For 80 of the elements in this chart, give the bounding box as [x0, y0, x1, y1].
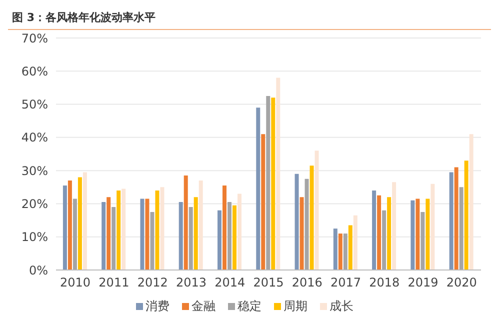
- bar: [160, 187, 164, 270]
- bar: [338, 234, 342, 270]
- x-tick-label: 2020: [446, 276, 477, 290]
- y-tick-label: 10%: [21, 230, 48, 244]
- bar: [145, 198, 150, 270]
- bar: [122, 188, 126, 270]
- bar: [353, 215, 358, 270]
- bar: [420, 212, 425, 270]
- bar: [218, 210, 222, 270]
- bar: [266, 96, 270, 270]
- bar: [449, 172, 454, 270]
- bar: [304, 178, 309, 270]
- bar: [300, 197, 304, 270]
- bar: [140, 198, 144, 270]
- bar: [314, 150, 319, 270]
- x-tick-label: 2010: [60, 276, 91, 290]
- bar: [102, 202, 106, 270]
- y-tick-label: 40%: [21, 130, 48, 145]
- bar: [112, 207, 116, 270]
- legend-label: 成长: [330, 298, 354, 315]
- bar: [416, 198, 420, 270]
- bar: [430, 184, 435, 270]
- bar: [271, 98, 276, 270]
- x-tick-label: 2018: [369, 276, 400, 290]
- bar: [116, 190, 121, 270]
- bar: [228, 202, 232, 270]
- bar: [454, 167, 458, 270]
- bar: [198, 180, 203, 270]
- legend-label: 稳定: [238, 298, 262, 315]
- bar: [372, 190, 376, 270]
- bar: [426, 198, 430, 270]
- bar: [464, 160, 468, 270]
- x-tick-label: 2017: [330, 276, 362, 290]
- y-tick-label: 20%: [21, 196, 48, 211]
- y-tick-label: 60%: [21, 64, 48, 78]
- bar: [68, 180, 72, 270]
- legend-label: 周期: [284, 298, 308, 315]
- bar: [382, 210, 386, 270]
- bar: [178, 202, 183, 270]
- bar: [310, 166, 314, 270]
- y-tick-label: 30%: [21, 164, 48, 178]
- x-tick-label: 2011: [98, 276, 130, 290]
- bar: [343, 234, 348, 270]
- bar: [256, 108, 260, 270]
- bar: [387, 197, 392, 270]
- x-tick-label: 2013: [176, 276, 206, 290]
- bar: [333, 228, 338, 270]
- bar: [469, 134, 474, 270]
- x-tick-label: 2012: [137, 276, 168, 290]
- bar: [184, 176, 188, 270]
- x-tick-label: 2016: [292, 276, 322, 290]
- y-tick-label: 0%: [28, 263, 48, 278]
- bar: [155, 190, 160, 270]
- y-tick-label: 70%: [21, 31, 48, 46]
- bar: [222, 185, 226, 270]
- legend-label: 金融: [192, 298, 216, 315]
- x-tick-label: 2019: [408, 276, 438, 290]
- bar: [232, 205, 236, 270]
- bar: [377, 195, 382, 270]
- legend-label: 消费: [146, 298, 170, 315]
- bar: [188, 207, 193, 270]
- bar: [150, 212, 154, 270]
- bar: [62, 185, 67, 270]
- x-tick-label: 2014: [214, 276, 246, 290]
- bar: [294, 174, 299, 270]
- bar: [348, 225, 352, 270]
- bar: [82, 172, 87, 270]
- bar: [72, 198, 77, 270]
- chart-title: 图 3：各风格年化波动率水平: [12, 11, 156, 24]
- bar: [276, 78, 280, 270]
- bar: [459, 187, 464, 270]
- bar: [194, 197, 198, 270]
- bar: [238, 194, 242, 270]
- bar: [261, 134, 266, 270]
- bar: [106, 197, 111, 270]
- y-tick-label: 50%: [21, 98, 48, 112]
- bar: [78, 177, 82, 270]
- bar: [410, 200, 415, 270]
- bar: [392, 182, 396, 270]
- x-tick-label: 2015: [253, 276, 284, 290]
